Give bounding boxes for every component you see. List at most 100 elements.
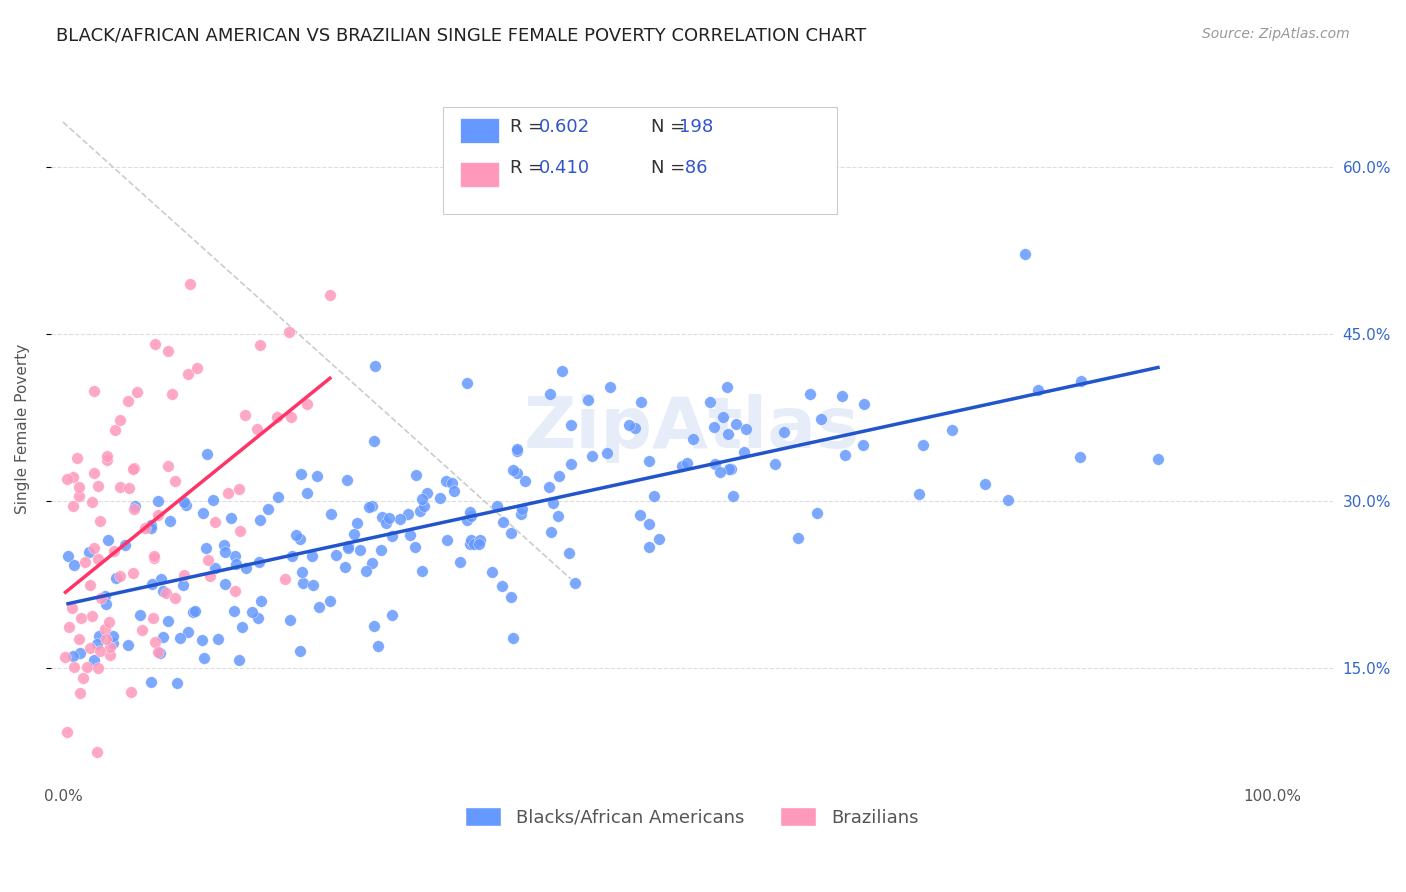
- Brazilians: [143, 337, 166, 351]
- Brazilians: [120, 684, 142, 698]
- Blacks/African Americans: [630, 394, 652, 409]
- Blacks/African Americans: [538, 387, 561, 401]
- Blacks/African Americans: [117, 638, 139, 652]
- Brazilians: [163, 474, 186, 488]
- Brazilians: [266, 409, 288, 424]
- Brazilians: [79, 641, 101, 656]
- Blacks/African Americans: [103, 636, 125, 650]
- Blacks/African Americans: [723, 489, 745, 503]
- Blacks/African Americans: [596, 446, 619, 460]
- Blacks/African Americans: [83, 653, 105, 667]
- Blacks/African Americans: [416, 486, 439, 500]
- Blacks/African Americans: [463, 537, 485, 551]
- Blacks/African Americans: [763, 457, 786, 471]
- Blacks/African Americans: [214, 544, 236, 558]
- Brazilians: [122, 501, 145, 516]
- Blacks/African Americans: [191, 507, 214, 521]
- Blacks/African Americans: [308, 599, 330, 614]
- Blacks/African Americans: [325, 548, 347, 562]
- Blacks/African Americans: [228, 653, 250, 667]
- Blacks/African Americans: [141, 577, 163, 591]
- Brazilians: [67, 480, 90, 494]
- Blacks/African Americans: [458, 505, 481, 519]
- Blacks/African Americans: [378, 511, 401, 525]
- Blacks/African Americans: [481, 565, 503, 579]
- Blacks/African Americans: [256, 501, 278, 516]
- Blacks/African Americans: [460, 533, 482, 547]
- Blacks/African Americans: [87, 629, 110, 643]
- Brazilians: [90, 591, 112, 606]
- Blacks/African Americans: [177, 625, 200, 640]
- Brazilians: [89, 514, 111, 528]
- Blacks/African Americans: [101, 629, 124, 643]
- Blacks/African Americans: [810, 412, 832, 426]
- Brazilians: [72, 671, 94, 685]
- Blacks/African Americans: [214, 538, 236, 552]
- Blacks/African Americans: [191, 632, 214, 647]
- Blacks/African Americans: [321, 507, 343, 521]
- Blacks/African Americans: [502, 463, 524, 477]
- Blacks/African Americans: [724, 417, 747, 431]
- Blacks/African Americans: [540, 525, 562, 540]
- Blacks/African Americans: [290, 644, 312, 658]
- Blacks/African Americans: [152, 631, 174, 645]
- Blacks/African Americans: [997, 492, 1019, 507]
- Blacks/African Americans: [547, 509, 569, 524]
- Text: ZipAtlas: ZipAtlas: [524, 394, 860, 463]
- Blacks/African Americans: [307, 469, 329, 483]
- Brazilians: [73, 555, 96, 569]
- Brazilians: [228, 482, 250, 496]
- Blacks/African Americans: [773, 425, 796, 439]
- Blacks/African Americans: [717, 427, 740, 442]
- Brazilians: [295, 397, 318, 411]
- Blacks/African Americans: [224, 549, 246, 564]
- Blacks/African Americans: [405, 468, 427, 483]
- Blacks/African Americans: [460, 509, 482, 524]
- Blacks/African Americans: [301, 549, 323, 563]
- Blacks/African Americans: [193, 651, 215, 665]
- Blacks/African Americans: [412, 500, 434, 514]
- Blacks/African Americans: [381, 529, 404, 543]
- Text: R =: R =: [510, 118, 550, 136]
- Brazilians: [56, 472, 79, 486]
- Legend: Blacks/African Americans, Brazilians: Blacks/African Americans, Brazilians: [458, 800, 925, 834]
- Blacks/African Americans: [941, 423, 963, 437]
- Blacks/African Americans: [638, 540, 661, 554]
- Blacks/African Americans: [247, 611, 270, 625]
- Blacks/African Americans: [63, 558, 86, 573]
- Brazilians: [143, 635, 166, 649]
- Brazilians: [87, 661, 110, 675]
- Blacks/African Americans: [194, 541, 217, 556]
- Blacks/African Americans: [799, 387, 821, 401]
- Brazilians: [177, 367, 200, 381]
- Blacks/African Americans: [240, 605, 263, 619]
- Brazilians: [94, 622, 117, 636]
- Blacks/African Americans: [94, 597, 117, 611]
- Blacks/African Americans: [124, 499, 146, 513]
- Blacks/African Americans: [363, 434, 385, 449]
- Brazilians: [121, 566, 143, 581]
- Blacks/African Americans: [619, 417, 641, 432]
- Blacks/African Americans: [491, 516, 513, 530]
- Y-axis label: Single Female Poverty: Single Female Poverty: [15, 343, 30, 514]
- Brazilians: [121, 462, 143, 476]
- Brazilians: [83, 541, 105, 555]
- Brazilians: [273, 572, 295, 586]
- Blacks/African Americans: [506, 466, 529, 480]
- Text: 86: 86: [679, 159, 707, 177]
- Blacks/African Americans: [703, 419, 725, 434]
- Blacks/African Americans: [291, 565, 314, 579]
- Blacks/African Americans: [637, 454, 659, 468]
- Blacks/African Americans: [485, 499, 508, 513]
- Blacks/African Americans: [290, 532, 312, 546]
- Brazilians: [110, 568, 132, 582]
- Blacks/African Americans: [676, 456, 699, 470]
- Blacks/African Americans: [720, 461, 742, 475]
- Blacks/African Americans: [319, 594, 342, 608]
- Brazilians: [104, 423, 127, 437]
- Blacks/African Americans: [468, 537, 491, 551]
- Blacks/African Americans: [69, 646, 91, 660]
- Blacks/African Americans: [202, 492, 225, 507]
- Text: N =: N =: [651, 118, 690, 136]
- Brazilians: [134, 521, 156, 535]
